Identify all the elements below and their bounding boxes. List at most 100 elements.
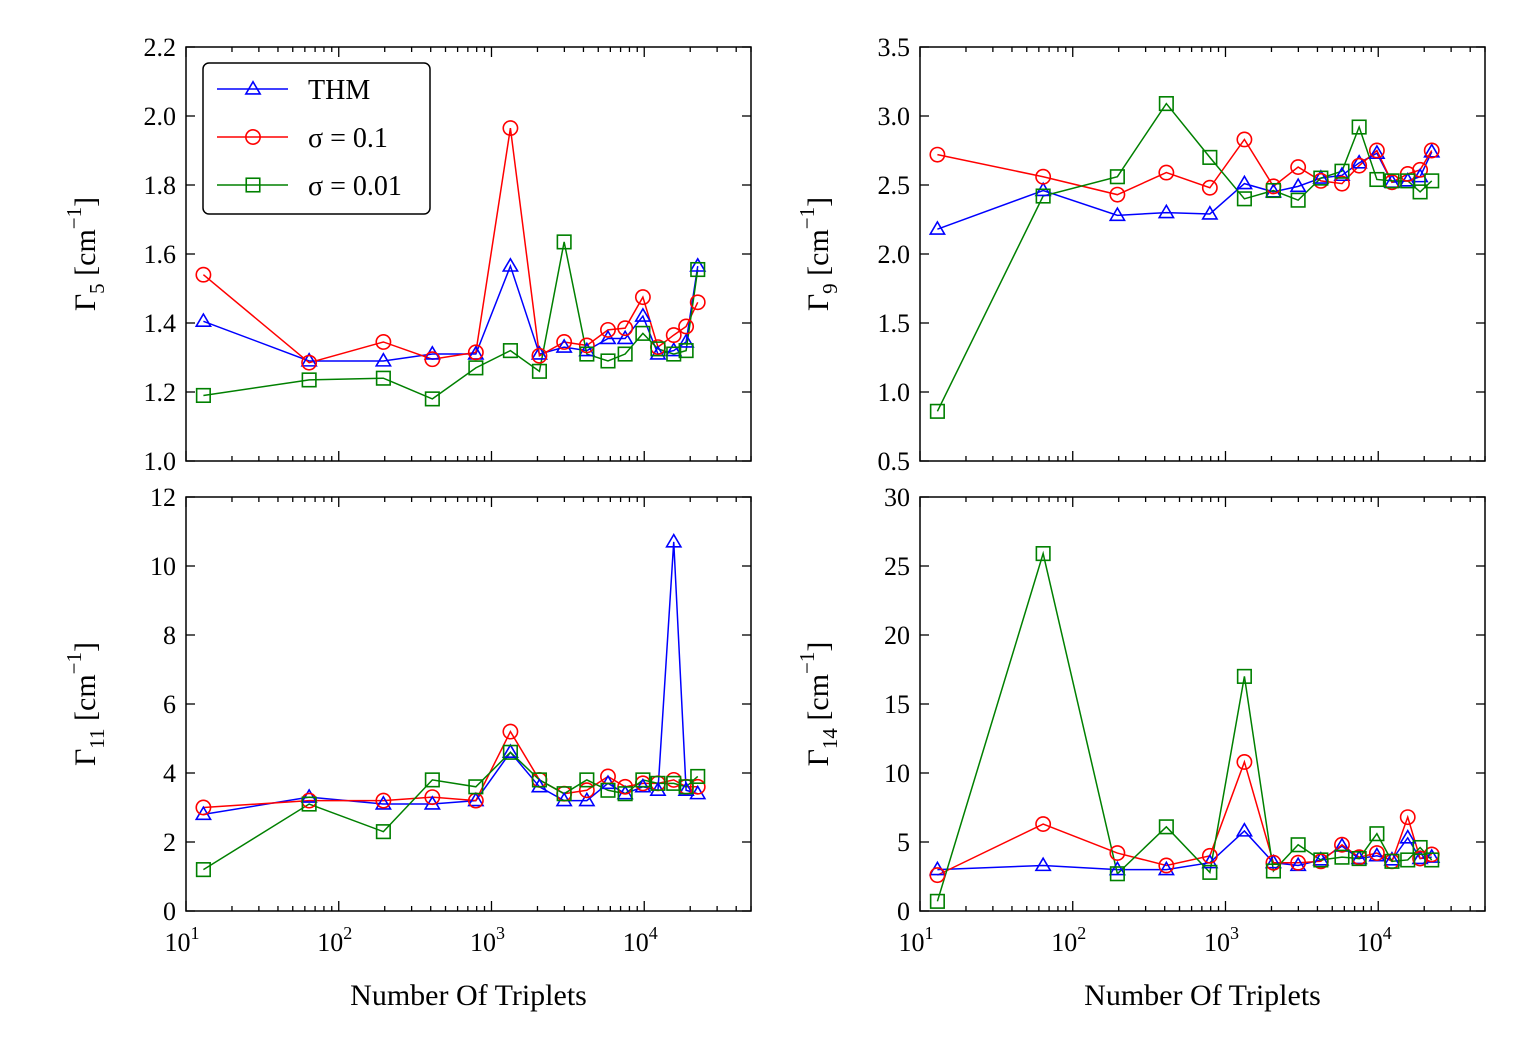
y-label-subscript: 5	[85, 283, 109, 294]
series-line-square	[936, 550, 1433, 902]
y-tick-label: 30	[884, 483, 910, 512]
x-tick-label: 103	[470, 923, 505, 957]
plot-frame	[919, 496, 1486, 912]
data-point-square	[1265, 863, 1281, 879]
data-point-circle	[1423, 142, 1440, 159]
series-line-triangle	[203, 541, 698, 816]
data-point-triangle	[634, 777, 652, 793]
data-point-square	[375, 824, 391, 840]
data-point-triangle	[1350, 154, 1368, 169]
y-tick-label: 0	[897, 897, 910, 926]
x-tick-base: 10	[317, 928, 343, 957]
series-layer	[194, 533, 707, 878]
x-tick-base: 10	[1204, 928, 1230, 957]
x-tick-exponent: 1	[191, 923, 200, 943]
data-point-square	[1158, 819, 1174, 835]
x-tick-exponent: 4	[1383, 923, 1392, 943]
data-point-square	[1400, 852, 1416, 868]
data-point-square	[1384, 853, 1400, 869]
data-point-triangle	[634, 307, 652, 322]
data-point-triangle	[1235, 822, 1253, 837]
data-point-square	[617, 786, 633, 802]
data-point-triangle	[1289, 177, 1307, 193]
data-point-square	[301, 372, 317, 388]
y-label-gamma: Γ	[69, 749, 102, 766]
data-point-square	[600, 782, 616, 798]
data-point-square	[678, 343, 694, 359]
x-tick-label: 102	[1051, 923, 1086, 957]
data-point-circle	[689, 778, 706, 795]
x-tick-exponent: 4	[649, 923, 658, 943]
data-point-triangle	[677, 781, 695, 796]
data-point-triangle	[578, 791, 596, 807]
data-point-triangle	[1108, 860, 1126, 876]
data-point-circle	[1399, 809, 1416, 826]
legend: THM σ = 0.1 σ = 0.01	[202, 62, 431, 215]
data-point-circle	[424, 789, 441, 806]
x-tick-exponent: 3	[1230, 923, 1239, 943]
data-point-circle	[1109, 845, 1126, 861]
data-point-square	[1313, 852, 1329, 868]
data-point-triangle	[374, 352, 392, 367]
data-point-triangle	[1423, 143, 1441, 158]
data-point-square	[678, 779, 694, 795]
y-tick-label: 15	[884, 690, 910, 719]
data-point-square	[502, 744, 518, 760]
y-tick-label: 2.2	[144, 33, 177, 62]
data-point-triangle	[677, 333, 695, 348]
x-tick-label: 101	[165, 923, 200, 957]
legend-label: THM	[308, 75, 370, 106]
data-point-square	[635, 772, 651, 788]
y-tick-label: 5	[897, 828, 910, 857]
y-label-unit-exponent: −1	[795, 207, 819, 229]
y-tick-label: 1.6	[144, 240, 177, 269]
y-tick-label: 0	[163, 897, 176, 926]
data-point-triangle	[665, 533, 683, 548]
data-point-triangle	[1201, 205, 1219, 220]
x-tick-label: 104	[1357, 923, 1392, 957]
data-point-circle	[195, 799, 212, 816]
data-point-triangle	[665, 341, 683, 357]
data-point-square	[1109, 866, 1125, 882]
data-point-triangle	[689, 257, 707, 272]
y-label-subscript: 14	[818, 728, 842, 750]
data-point-square	[1202, 149, 1218, 165]
data-point-square	[666, 775, 682, 791]
y-tick-label: 10	[150, 552, 176, 581]
y-label-gamma: Γ	[802, 294, 835, 311]
data-point-circle	[1201, 179, 1218, 196]
x-tick-exponent: 1	[925, 923, 934, 943]
y-label-unit-close: ]	[69, 642, 102, 652]
data-point-circle	[1351, 157, 1368, 174]
data-point-triangle	[1157, 203, 1175, 219]
legend-marker-circle	[245, 129, 261, 145]
data-point-circle	[424, 351, 441, 368]
x-axis-label: Number Of Triplets	[1084, 979, 1321, 1012]
panel-top-left: 1.0 1.2 1.4 1.6 1.8 2.0 2.2 Γ5 [cm−1] THM σ = 0.1…	[62, 33, 752, 476]
data-point-circle	[634, 289, 651, 306]
y-tick-label: 6	[163, 690, 176, 719]
x-tick-label: 103	[1204, 923, 1239, 957]
data-point-triangle	[300, 788, 318, 803]
data-point-square	[424, 391, 440, 407]
series-layer	[928, 96, 1441, 419]
data-point-square	[556, 786, 572, 802]
x-axis-label: Number Of Triplets	[350, 979, 587, 1012]
data-point-square	[1400, 173, 1416, 189]
series-line-square	[203, 241, 699, 400]
data-point-circle	[1035, 816, 1052, 833]
y-tick-label: 2	[163, 828, 176, 857]
data-point-square	[1236, 668, 1252, 684]
data-point-square	[556, 234, 572, 250]
x-tick-base: 10	[1357, 928, 1383, 957]
y-label-unit: [cm	[802, 229, 835, 283]
data-point-triangle	[578, 341, 596, 357]
data-point-circle	[1368, 142, 1385, 159]
legend-label: σ = 0.1	[308, 123, 388, 154]
data-point-triangle	[599, 329, 617, 345]
data-point-square	[1290, 837, 1306, 853]
data-point-circle	[1412, 850, 1429, 867]
data-point-triangle	[374, 795, 392, 810]
